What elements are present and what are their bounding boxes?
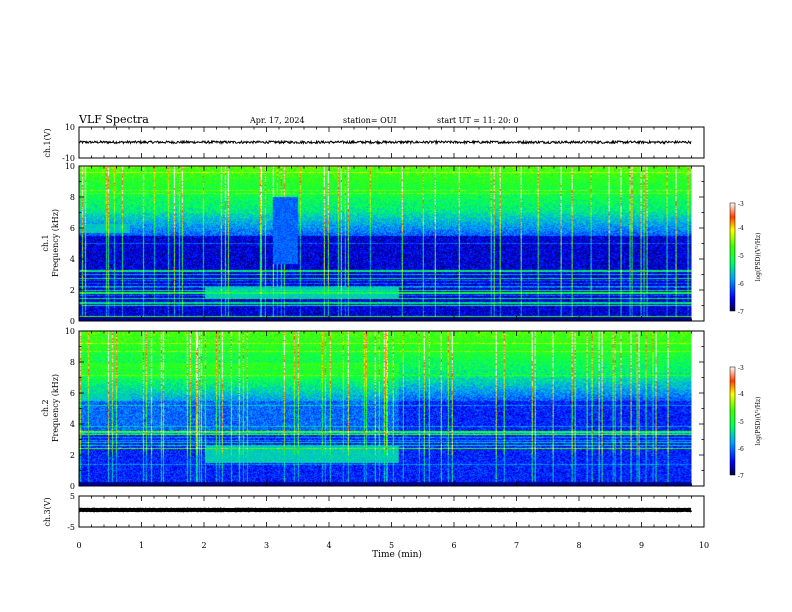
time-tick-label-9: 9 bbox=[639, 541, 644, 550]
time-tick-label-1: 1 bbox=[139, 541, 144, 550]
ch1-ytick-top: 10 bbox=[65, 123, 75, 132]
time-tick-label-0: 0 bbox=[76, 541, 81, 550]
ch1-colorbar-label: log(PSD)(V²/Hz) bbox=[755, 233, 762, 282]
ch1-ytick-4: 4 bbox=[70, 255, 75, 264]
ch1-ytick-2: 2 bbox=[70, 286, 75, 295]
ch2-colorbar-tick-m7: -7 bbox=[738, 473, 744, 480]
ch2-ytick-8: 8 bbox=[70, 358, 75, 367]
ch1-spectrogram-ytick-labels: 0 2 4 6 8 10 bbox=[65, 162, 75, 326]
ch1-colorbar-tick-m5: -5 bbox=[738, 253, 744, 260]
ch1-ytick-0: 0 bbox=[70, 317, 75, 326]
time-tick-label-5: 5 bbox=[389, 541, 394, 550]
ch1-waveform-panel: 10 -10 ch.1(V) bbox=[43, 123, 705, 163]
ch3-waveform-panel: 5 -5 ch.3(V) bbox=[43, 492, 705, 532]
ch2-spectrogram-image bbox=[79, 331, 692, 486]
ch1-spectrogram-ylabel: Frequency (kHz) bbox=[51, 209, 60, 277]
ch1-colorbar-tick-m7: -7 bbox=[738, 309, 744, 316]
ch3-ytick-top: 5 bbox=[70, 492, 75, 501]
ch2-colorbar-tick-m6: -6 bbox=[738, 446, 744, 453]
ch2-ytick-10: 10 bbox=[65, 327, 75, 336]
time-axis-tick-labels: 0 1 2 3 4 5 6 7 8 9 10 bbox=[76, 541, 709, 550]
time-tick-label-8: 8 bbox=[576, 541, 581, 550]
ch2-colorbar-tick-m4: -4 bbox=[738, 391, 744, 398]
ch2-ytick-4: 4 bbox=[70, 420, 75, 429]
ch2-spectrogram-ylabel: Frequency (kHz) bbox=[51, 374, 60, 442]
ch2-ytick-2: 2 bbox=[70, 451, 75, 460]
ch2-colorbar bbox=[729, 366, 736, 476]
ch3-waveform-ylabel: ch.3(V) bbox=[43, 497, 52, 526]
ch1-ytick-6: 6 bbox=[70, 224, 75, 233]
ch2-spectrogram-ticks bbox=[78, 330, 705, 487]
time-tick-label-7: 7 bbox=[514, 541, 519, 550]
ch1-waveform-trace bbox=[78, 139, 692, 146]
ch1-spectrogram-channel-label: ch.1 bbox=[41, 234, 50, 251]
ch1-colorbar-tick-m3: -3 bbox=[738, 201, 744, 208]
ch3-waveform-ticks bbox=[78, 496, 705, 527]
figure-title: VLF Spectra bbox=[78, 113, 149, 126]
ch2-ytick-0: 0 bbox=[70, 482, 75, 491]
time-tick-label-10: 10 bbox=[699, 541, 709, 550]
ch1-waveform-ticks bbox=[78, 127, 705, 158]
ch2-colorbar-tick-m3: -3 bbox=[738, 365, 744, 372]
time-tick-label-3: 3 bbox=[264, 541, 269, 550]
ch1-ytick-bottom: -10 bbox=[62, 154, 75, 163]
time-axis-label: Time (min) bbox=[372, 549, 422, 560]
ch1-colorbar-tick-m6: -6 bbox=[738, 281, 744, 288]
date-label: Apr. 17, 2024 bbox=[249, 116, 305, 125]
start-ut-label: start UT = 11: 20: 0 bbox=[437, 116, 518, 125]
time-tick-label-6: 6 bbox=[451, 541, 456, 550]
time-tick-label-2: 2 bbox=[201, 541, 206, 550]
ch1-ytick-8: 8 bbox=[70, 193, 75, 202]
ch1-waveform-ylabel: ch.1(V) bbox=[43, 128, 52, 157]
time-tick-label-4: 4 bbox=[326, 541, 331, 550]
ch1-spectrogram-ticks bbox=[78, 165, 705, 322]
ch2-spectrogram-panel: 0 2 4 6 8 10 ch.2 Frequency (kHz) -3 -4 … bbox=[41, 327, 762, 491]
ch3-ytick-bottom: -5 bbox=[67, 523, 75, 532]
ch2-spectrogram-channel-label: ch.2 bbox=[41, 399, 50, 416]
ch2-spectrogram-ytick-labels: 0 2 4 6 8 10 bbox=[65, 327, 75, 491]
ch1-spectrogram-image bbox=[79, 166, 692, 321]
ch2-colorbar-tick-m5: -5 bbox=[738, 419, 744, 426]
ch1-colorbar-tick-m4: -4 bbox=[738, 225, 744, 232]
ch2-colorbar-label: log(PSD)(V²/Hz) bbox=[755, 397, 762, 446]
station-label: station= OUI bbox=[343, 116, 397, 125]
ch2-ytick-6: 6 bbox=[70, 389, 75, 398]
ch1-ytick-10: 10 bbox=[65, 162, 75, 171]
ch1-spectrogram-panel: 0 2 4 6 8 10 ch.1 Frequency (kHz) -3 -4 … bbox=[41, 162, 762, 326]
ch1-colorbar bbox=[729, 202, 736, 312]
